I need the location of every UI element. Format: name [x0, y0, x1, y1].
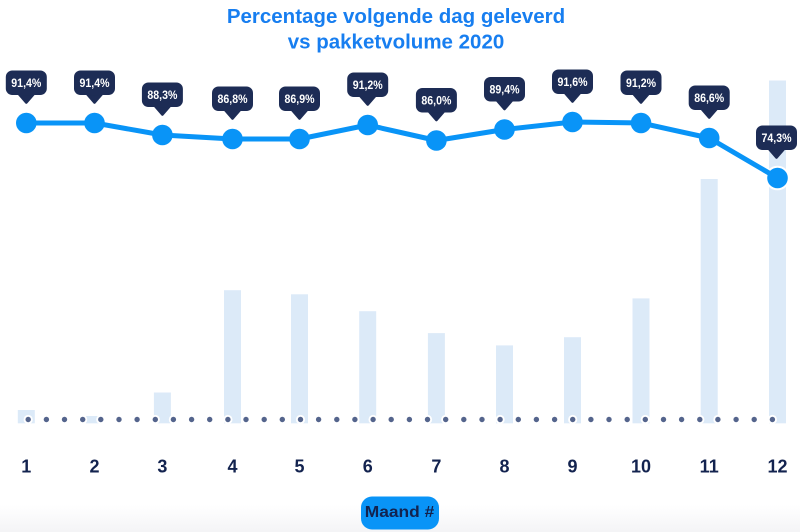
svg-text:91,2%: 91,2%	[353, 80, 383, 92]
svg-text:12: 12	[767, 457, 787, 477]
svg-text:88,3%: 88,3%	[147, 90, 177, 102]
svg-text:86,9%: 86,9%	[285, 94, 315, 106]
svg-text:10: 10	[631, 457, 651, 477]
svg-text:6: 6	[363, 457, 373, 477]
svg-text:Percentage volgende dag geleve: Percentage volgende dag geleverd	[227, 5, 565, 28]
svg-text:4: 4	[227, 457, 237, 477]
svg-text:8: 8	[499, 457, 509, 477]
svg-text:86,8%: 86,8%	[218, 94, 248, 106]
svg-text:7: 7	[431, 457, 441, 477]
svg-text:9: 9	[567, 457, 577, 477]
svg-text:Maand #: Maand #	[365, 504, 435, 521]
svg-text:3: 3	[157, 457, 167, 477]
svg-text:1: 1	[21, 457, 31, 477]
svg-text:5: 5	[294, 457, 304, 477]
svg-text:74,3%: 74,3%	[762, 133, 792, 145]
svg-text:86,6%: 86,6%	[694, 93, 724, 105]
svg-text:91,4%: 91,4%	[80, 78, 110, 90]
svg-text:89,4%: 89,4%	[490, 84, 520, 96]
svg-text:91,2%: 91,2%	[626, 78, 656, 90]
svg-text:91,4%: 91,4%	[11, 78, 41, 90]
svg-text:91,6%: 91,6%	[558, 77, 588, 89]
svg-text:2: 2	[89, 457, 99, 477]
svg-text:11: 11	[700, 457, 719, 477]
svg-text:86,0%: 86,0%	[421, 95, 451, 107]
svg-text:vs pakketvolume 2020: vs pakketvolume 2020	[288, 31, 505, 54]
